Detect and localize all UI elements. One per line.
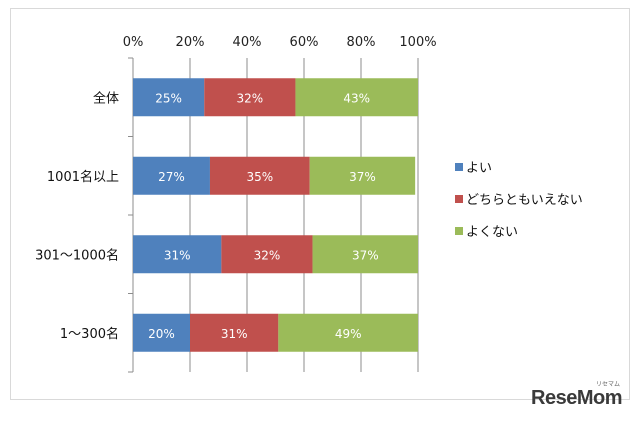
- x-tick-label: 80%: [347, 35, 376, 50]
- x-tick-label: 100%: [399, 35, 436, 50]
- category-label: 1～300名: [60, 326, 119, 342]
- category-label: 全体: [93, 90, 119, 106]
- bar-segment: [133, 313, 190, 352]
- bar-segment: [309, 156, 416, 195]
- bar-segment: [312, 235, 418, 274]
- data-label: 31%: [221, 327, 248, 341]
- bar-segment: [221, 235, 313, 274]
- bar-segment: [278, 313, 418, 352]
- x-tick-label: 60%: [290, 35, 319, 50]
- data-label: 31%: [164, 248, 191, 262]
- bar-segment: [204, 78, 296, 117]
- x-tick-label: 0%: [123, 35, 144, 50]
- resemom-watermark: ReseMom リセマム: [531, 382, 622, 410]
- bar-segment: [133, 78, 205, 117]
- bar-segment: [190, 313, 279, 352]
- x-tick-label: 40%: [233, 35, 262, 50]
- data-label: 37%: [352, 248, 379, 262]
- bar-segment: [295, 78, 418, 117]
- category-label: 301～1000名: [35, 247, 119, 263]
- watermark-sub: リセマム: [595, 382, 620, 388]
- bar-segment: [209, 156, 310, 195]
- data-label: 43%: [343, 91, 370, 105]
- data-label: 20%: [148, 327, 175, 341]
- legend-label: どちらともいえない: [466, 193, 583, 208]
- data-label: 35%: [246, 170, 273, 184]
- data-label: 25%: [155, 91, 182, 105]
- bar-segment: [133, 156, 210, 195]
- watermark-brand: ReseMom: [531, 387, 622, 409]
- bar-segment: [133, 235, 222, 274]
- x-tick-label: 20%: [176, 35, 205, 50]
- data-label: 27%: [158, 170, 185, 184]
- legend-swatch: [455, 195, 463, 203]
- data-label: 32%: [254, 248, 281, 262]
- legend-swatch: [455, 227, 463, 235]
- data-label: 32%: [237, 91, 264, 105]
- legend-swatch: [455, 163, 463, 171]
- data-label: 37%: [349, 170, 376, 184]
- data-label: 49%: [335, 327, 362, 341]
- legend-label: よい: [466, 161, 492, 176]
- category-label: 1001名以上: [47, 169, 119, 185]
- legend-label: よくない: [466, 225, 518, 240]
